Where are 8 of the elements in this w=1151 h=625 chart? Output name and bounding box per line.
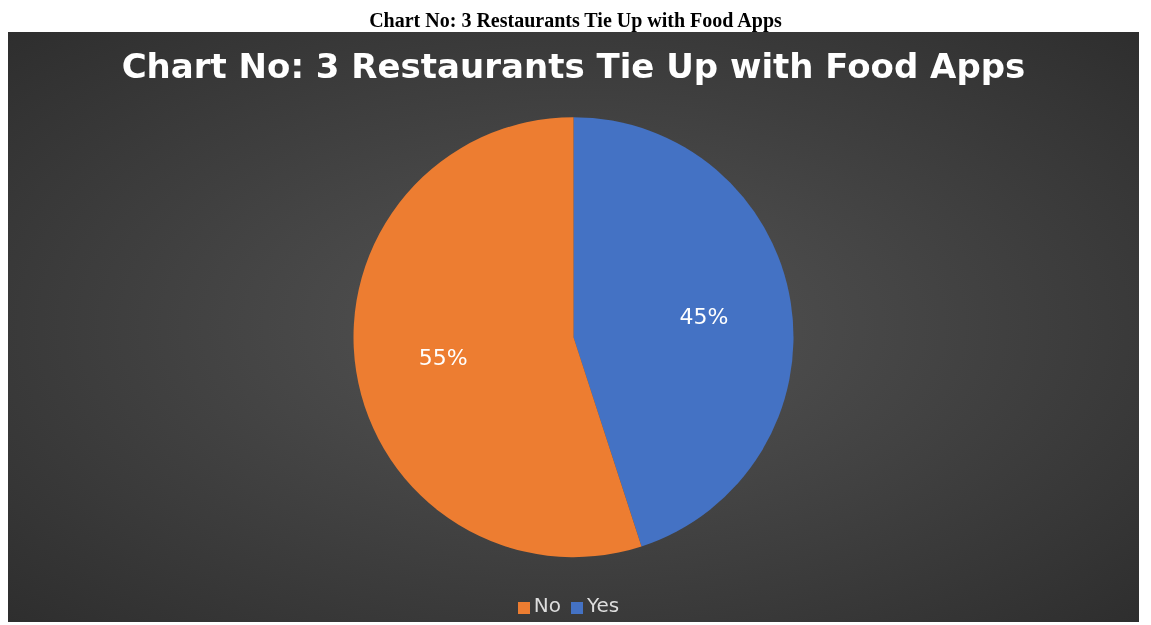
pie-slice	[573, 117, 794, 547]
data-label: 55%	[418, 345, 468, 371]
chart-title: Chart No: 3 Restaurants Tie Up with Food Apps	[120, 45, 1027, 88]
legend-label: Yes	[586, 593, 620, 617]
legend-label: No	[533, 593, 561, 617]
text: Chart No: 3 Restaurants Tie Up with Food Apps	[368, 8, 783, 32]
pie-slice	[353, 117, 642, 557]
data-label: 45%	[679, 304, 729, 330]
